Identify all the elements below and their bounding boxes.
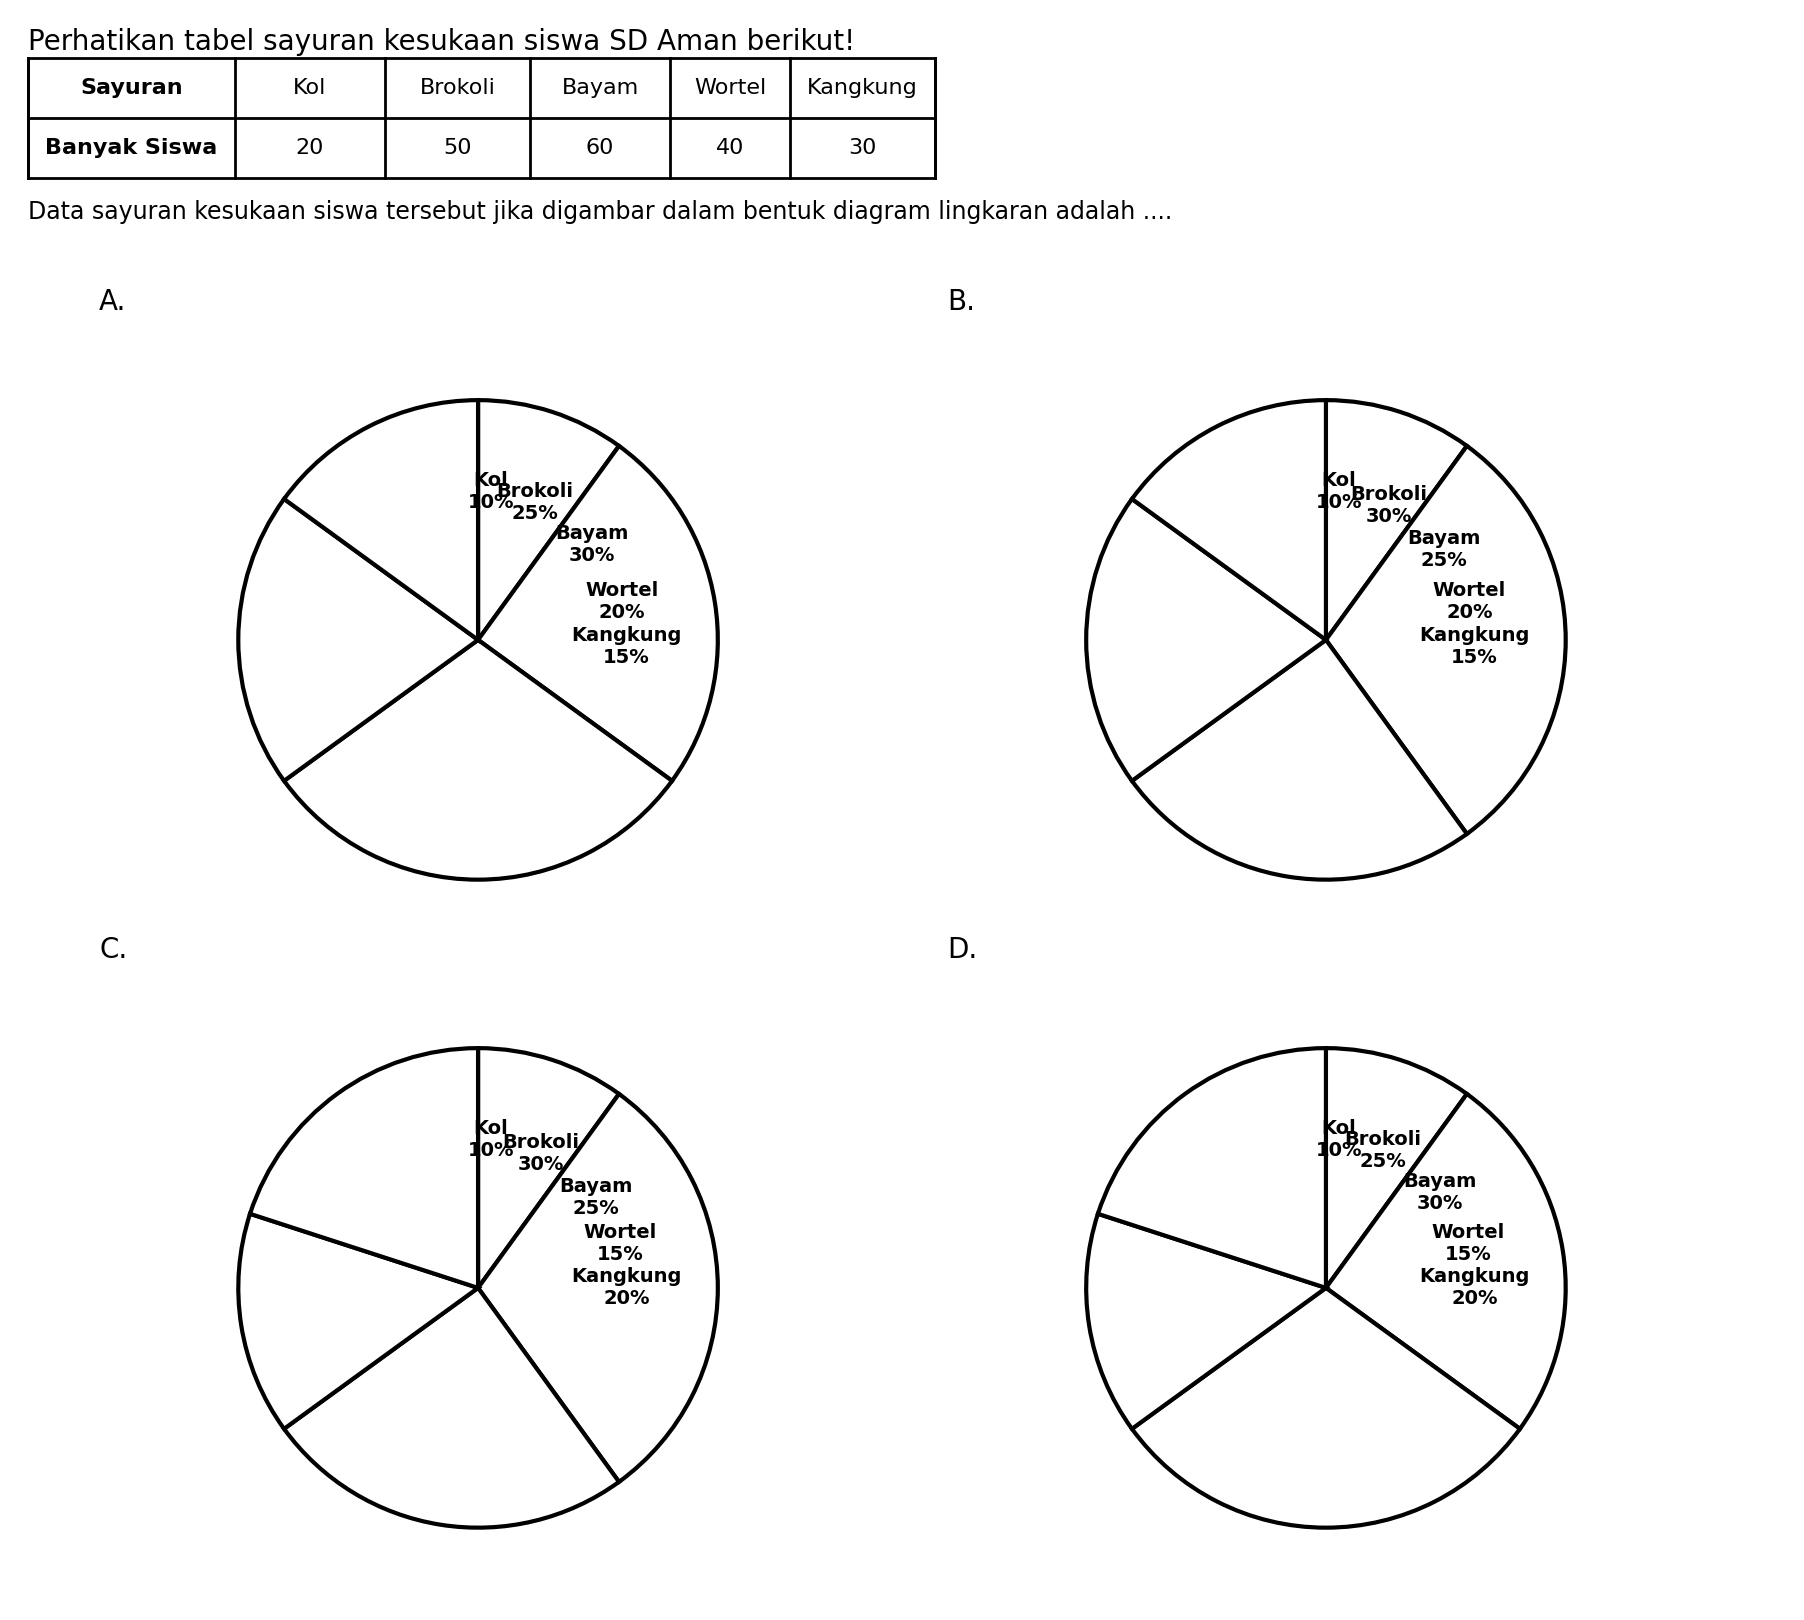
Wedge shape	[1131, 1288, 1521, 1528]
Wedge shape	[1086, 1213, 1326, 1429]
Text: Bayam: Bayam	[561, 78, 639, 97]
Text: Bayam
30%: Bayam 30%	[556, 523, 628, 565]
Text: Kangkung
15%: Kangkung 15%	[572, 625, 682, 667]
Text: Kangkung: Kangkung	[806, 78, 918, 97]
Wedge shape	[238, 499, 478, 781]
Wedge shape	[478, 1048, 619, 1288]
Wedge shape	[1326, 1094, 1566, 1429]
Text: Kol
10%: Kol 10%	[467, 471, 514, 512]
Text: Data sayuran kesukaan siswa tersebut jika digambar dalam bentuk diagram lingkara: Data sayuran kesukaan siswa tersebut jik…	[29, 199, 1173, 224]
Wedge shape	[283, 640, 673, 880]
Wedge shape	[1326, 1048, 1467, 1288]
Wedge shape	[1326, 446, 1566, 834]
Text: Wortel
15%: Wortel 15%	[1431, 1223, 1505, 1264]
Text: C.: C.	[99, 936, 128, 964]
Text: Wortel
20%: Wortel 20%	[584, 582, 658, 622]
Text: Brokoli: Brokoli	[420, 78, 496, 97]
Wedge shape	[1326, 400, 1467, 640]
Text: A.: A.	[99, 288, 126, 316]
Wedge shape	[478, 446, 718, 781]
Wedge shape	[478, 400, 619, 640]
Wedge shape	[1131, 640, 1467, 880]
Text: Wortel
15%: Wortel 15%	[583, 1223, 657, 1264]
Text: 60: 60	[586, 138, 613, 159]
Text: Perhatikan tabel sayuran kesukaan siswa SD Aman berikut!: Perhatikan tabel sayuran kesukaan siswa …	[29, 28, 855, 57]
Wedge shape	[251, 1048, 478, 1288]
Text: B.: B.	[947, 288, 976, 316]
Wedge shape	[283, 400, 478, 640]
Text: Kol
10%: Kol 10%	[1315, 1119, 1362, 1160]
Text: Brokoli
25%: Brokoli 25%	[496, 483, 574, 523]
Text: Bayam
30%: Bayam 30%	[1404, 1171, 1476, 1213]
Text: Brokoli
30%: Brokoli 30%	[1349, 484, 1427, 525]
Wedge shape	[478, 1094, 718, 1482]
Text: Kol: Kol	[294, 78, 327, 97]
Text: Wortel
20%: Wortel 20%	[1432, 582, 1506, 622]
Text: Kangkung
20%: Kangkung 20%	[1420, 1267, 1530, 1309]
Text: Kangkung
20%: Kangkung 20%	[572, 1267, 682, 1309]
Wedge shape	[283, 1288, 619, 1528]
Text: Kol
10%: Kol 10%	[1315, 471, 1362, 512]
Text: D.: D.	[947, 936, 978, 964]
Text: Brokoli
30%: Brokoli 30%	[502, 1132, 579, 1173]
Text: Sayuran: Sayuran	[79, 78, 182, 97]
Bar	[29, 58, 934, 178]
Text: 40: 40	[716, 138, 745, 159]
Text: Kol
10%: Kol 10%	[467, 1119, 514, 1160]
Wedge shape	[238, 1213, 478, 1429]
Text: Brokoli
25%: Brokoli 25%	[1344, 1131, 1422, 1171]
Text: Bayam
25%: Bayam 25%	[1407, 528, 1481, 570]
Text: Bayam
25%: Bayam 25%	[559, 1176, 633, 1218]
Text: 30: 30	[848, 138, 877, 159]
Text: 20: 20	[296, 138, 325, 159]
Wedge shape	[1086, 499, 1326, 781]
Wedge shape	[1099, 1048, 1326, 1288]
Text: Wortel: Wortel	[695, 78, 767, 97]
Text: 50: 50	[444, 138, 473, 159]
Wedge shape	[1131, 400, 1326, 640]
Text: Kangkung
15%: Kangkung 15%	[1420, 625, 1530, 667]
Text: Banyak Siswa: Banyak Siswa	[45, 138, 218, 159]
